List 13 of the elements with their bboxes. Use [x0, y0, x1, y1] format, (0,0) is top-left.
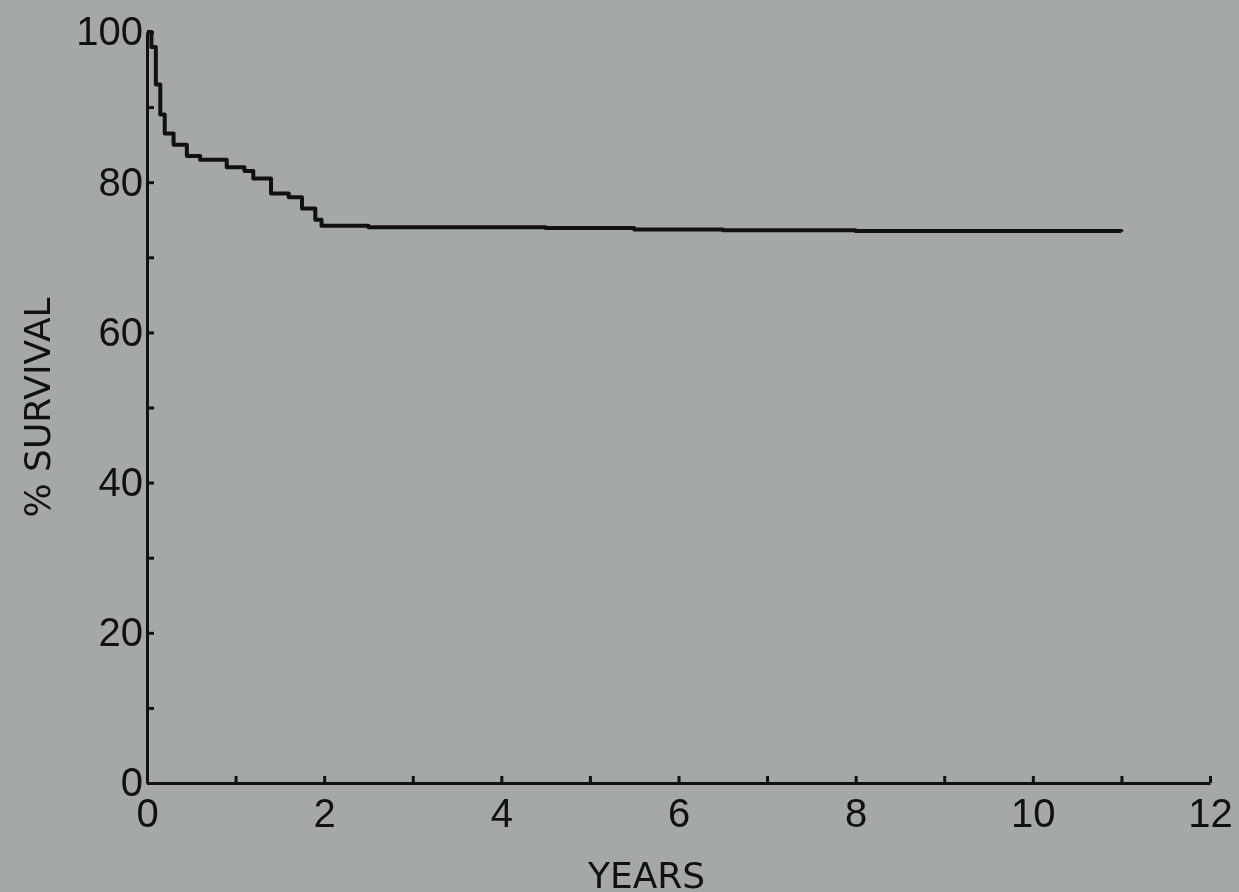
x-tick-label: 6	[667, 791, 691, 835]
x-tick-label: 10	[1011, 791, 1056, 835]
x-tick-label: 8	[845, 791, 868, 835]
x-tick-label: 4	[490, 791, 513, 835]
y-tick-label: 60	[98, 309, 143, 354]
y-tick-label: 80	[98, 159, 143, 204]
y-axis-title: % SURVIVAL	[17, 297, 58, 518]
x-axis-title: YEARS	[586, 855, 706, 892]
y-tick-label: 20	[98, 610, 143, 655]
x-tick-label: 12	[1188, 791, 1233, 835]
y-tick-label: 100	[76, 9, 143, 54]
x-tick-label: 2	[313, 791, 336, 835]
y-tick-label: 40	[98, 459, 143, 504]
